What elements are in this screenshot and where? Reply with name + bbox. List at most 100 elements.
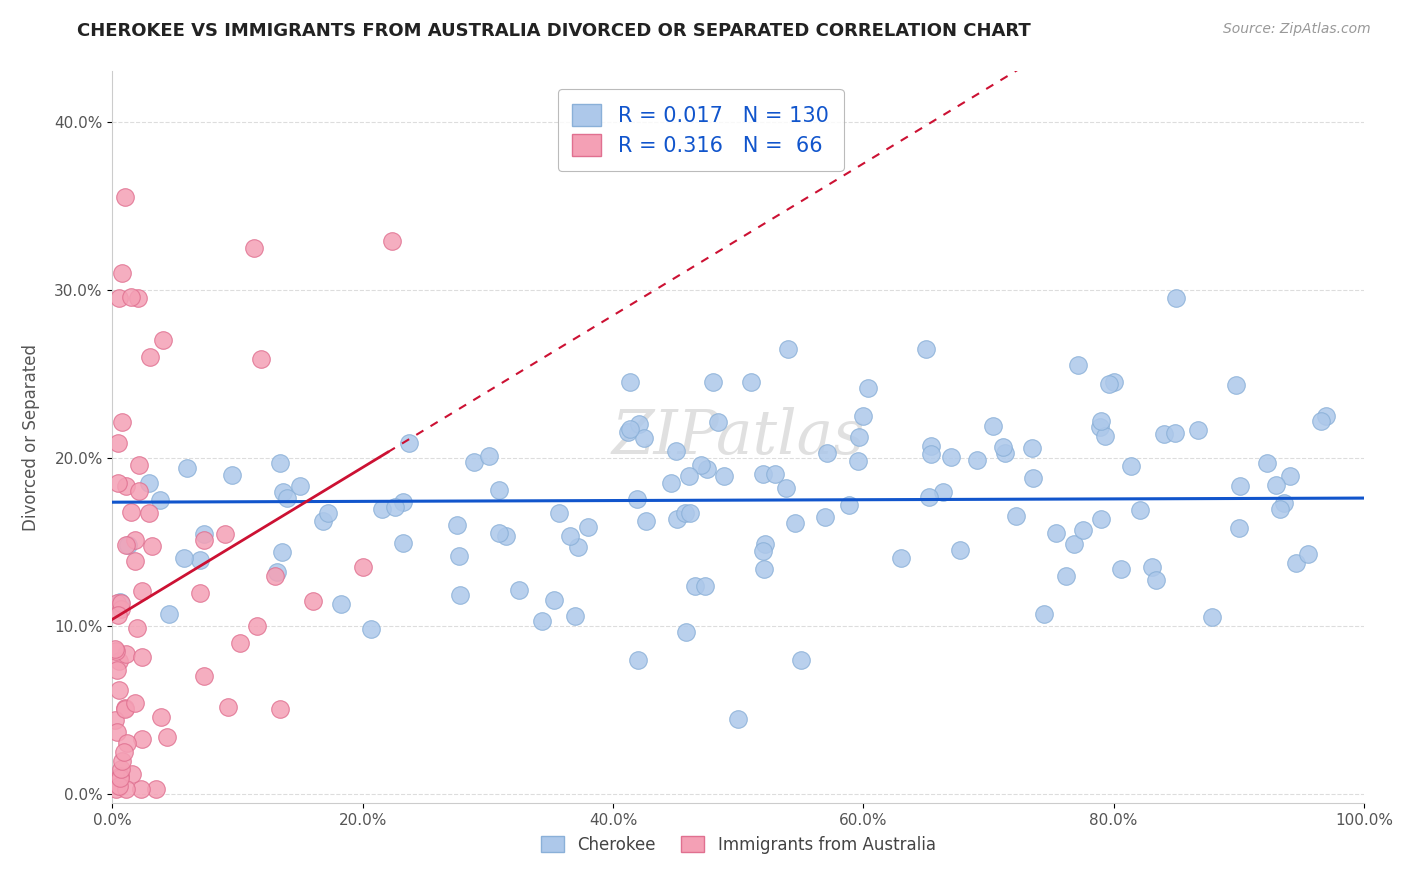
Point	[246, 619, 269, 633]
Point	[981, 419, 1004, 434]
Point	[628, 417, 651, 431]
Point	[531, 614, 554, 628]
Point	[127, 622, 149, 636]
Point	[112, 745, 135, 759]
Point	[111, 416, 134, 430]
Point	[1094, 429, 1116, 443]
Point	[104, 644, 127, 658]
Point	[488, 483, 510, 498]
Point	[495, 528, 517, 542]
Point	[463, 455, 485, 469]
Point	[446, 518, 468, 533]
Point	[763, 467, 786, 482]
Point	[217, 700, 239, 714]
Point	[301, 594, 323, 608]
Point	[932, 485, 955, 500]
Point	[107, 779, 129, 793]
Point	[1265, 478, 1288, 492]
Point	[695, 579, 717, 593]
Point	[145, 782, 167, 797]
Point	[271, 545, 294, 559]
Point	[114, 479, 136, 493]
Point	[381, 235, 404, 249]
Point	[352, 560, 374, 574]
Point	[107, 654, 129, 668]
Point	[105, 596, 128, 610]
Point	[114, 782, 136, 797]
Point	[105, 724, 128, 739]
Text: CHEROKEE VS IMMIGRANTS FROM AUSTRALIA DIVORCED OR SEPARATED CORRELATION CHART: CHEROKEE VS IMMIGRANTS FROM AUSTRALIA DI…	[77, 22, 1031, 40]
Point	[188, 585, 211, 599]
Point	[702, 376, 724, 390]
Point	[752, 467, 775, 481]
Point	[108, 771, 131, 785]
Point	[110, 595, 132, 609]
Point	[124, 696, 146, 710]
Point	[920, 439, 942, 453]
Point	[288, 478, 311, 492]
Point	[1315, 409, 1337, 423]
Point	[193, 533, 215, 547]
Point	[115, 736, 138, 750]
Point	[152, 334, 174, 348]
Point	[1227, 521, 1250, 535]
Point	[120, 289, 142, 303]
Point	[1102, 376, 1125, 390]
Point	[110, 602, 132, 616]
Point	[547, 506, 569, 520]
Point	[141, 539, 163, 553]
Point	[249, 352, 271, 367]
Point	[659, 476, 682, 491]
Point	[131, 583, 153, 598]
Point	[634, 514, 657, 528]
Point	[447, 549, 470, 563]
Point	[790, 653, 813, 667]
Point	[576, 519, 599, 533]
Point	[269, 456, 291, 470]
Point	[360, 622, 382, 636]
Point	[131, 782, 153, 797]
Point	[127, 291, 149, 305]
Point	[1140, 560, 1163, 574]
Point	[221, 468, 243, 483]
Point	[264, 569, 287, 583]
Point	[678, 469, 700, 483]
Point	[616, 425, 638, 439]
Point	[104, 642, 127, 657]
Point	[1229, 479, 1251, 493]
Point	[633, 432, 655, 446]
Point	[567, 541, 589, 555]
Point	[138, 476, 160, 491]
Point	[846, 454, 869, 468]
Point	[815, 446, 838, 460]
Point	[675, 624, 697, 639]
Text: Source: ZipAtlas.com: Source: ZipAtlas.com	[1223, 22, 1371, 37]
Point	[1067, 358, 1090, 372]
Point	[398, 435, 420, 450]
Point	[276, 491, 298, 505]
Point	[852, 409, 875, 423]
Point	[778, 342, 800, 356]
Point	[1109, 562, 1132, 576]
Point	[994, 446, 1017, 460]
Point	[508, 582, 530, 597]
Point	[105, 664, 128, 678]
Point	[114, 190, 136, 204]
Point	[1119, 458, 1142, 473]
Point	[124, 553, 146, 567]
Point	[1022, 471, 1045, 485]
Point	[193, 527, 215, 541]
Point	[713, 469, 735, 483]
Point	[138, 506, 160, 520]
Point	[271, 484, 294, 499]
Point	[111, 266, 134, 280]
Point	[619, 376, 641, 390]
Point	[107, 436, 129, 450]
Point	[752, 562, 775, 576]
Point	[1021, 442, 1043, 456]
Point	[751, 544, 773, 558]
Point	[391, 536, 413, 550]
Y-axis label: Divorced or Separated: Divorced or Separated	[22, 343, 41, 531]
Point	[156, 730, 179, 744]
Point	[920, 447, 942, 461]
